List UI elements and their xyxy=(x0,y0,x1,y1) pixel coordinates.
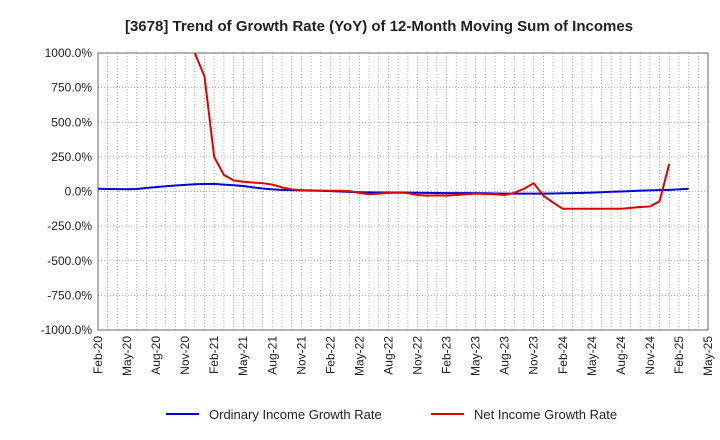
legend: Ordinary Income Growth Rate Net Income Gr… xyxy=(166,407,617,422)
x-tick-label: Feb-21 xyxy=(207,336,221,374)
x-axis: Feb-20 May-20 Aug-20 Nov-20 Feb-21 May-21 Aug-… xyxy=(91,336,715,376)
x-tick-label: Aug-24 xyxy=(614,336,628,375)
x-tick-label: Aug-21 xyxy=(265,336,279,375)
y-tick-label: 500.0% xyxy=(51,115,92,129)
x-tick-label: Nov-23 xyxy=(527,336,541,375)
x-tick-label: Nov-24 xyxy=(643,336,657,375)
y-tick-label: -750.0% xyxy=(47,288,92,302)
x-tick-label: May-24 xyxy=(585,336,599,376)
y-tick-label: 0.0% xyxy=(65,185,93,199)
plot-area xyxy=(97,52,709,331)
x-tick-label: Feb-20 xyxy=(91,336,105,374)
y-axis: 1000.0% 750.0% 500.0% 250.0% 0.0% -250.0% -500… xyxy=(41,46,93,337)
x-tick-label: May-22 xyxy=(352,336,366,376)
y-tick-label: -500.0% xyxy=(47,254,92,268)
x-tick-label: Aug-22 xyxy=(381,336,395,375)
x-tick-label: Aug-23 xyxy=(498,336,512,375)
x-tick-label: Nov-20 xyxy=(178,336,192,375)
x-tick-label: Aug-20 xyxy=(149,336,163,375)
y-tick-label: -1000.0% xyxy=(41,323,93,337)
x-tick-label: Feb-24 xyxy=(556,336,570,374)
y-tick-label: 750.0% xyxy=(51,81,92,95)
x-tick-label: May-20 xyxy=(120,336,134,376)
y-tick-label: 1000.0% xyxy=(45,46,93,60)
chart-title: [3678] Trend of Growth Rate (YoY) of 12-… xyxy=(125,18,633,35)
x-tick-label: Feb-23 xyxy=(440,336,454,374)
y-tick-label: 250.0% xyxy=(51,150,92,164)
legend-label: Net Income Growth Rate xyxy=(474,407,617,422)
x-tick-label: May-23 xyxy=(469,336,483,376)
series xyxy=(98,52,689,210)
x-tick-label: May-21 xyxy=(236,336,250,376)
x-tick-label: Feb-25 xyxy=(672,336,686,374)
legend-label: Ordinary Income Growth Rate xyxy=(209,407,382,422)
y-tick-label: -250.0% xyxy=(47,219,92,233)
x-tick-label: Nov-21 xyxy=(294,336,308,375)
x-tick-label: Feb-22 xyxy=(323,336,337,374)
net-income-growth-line xyxy=(193,52,671,210)
x-tick-label: Nov-22 xyxy=(411,336,425,375)
x-tick-label: May-25 xyxy=(701,336,715,376)
